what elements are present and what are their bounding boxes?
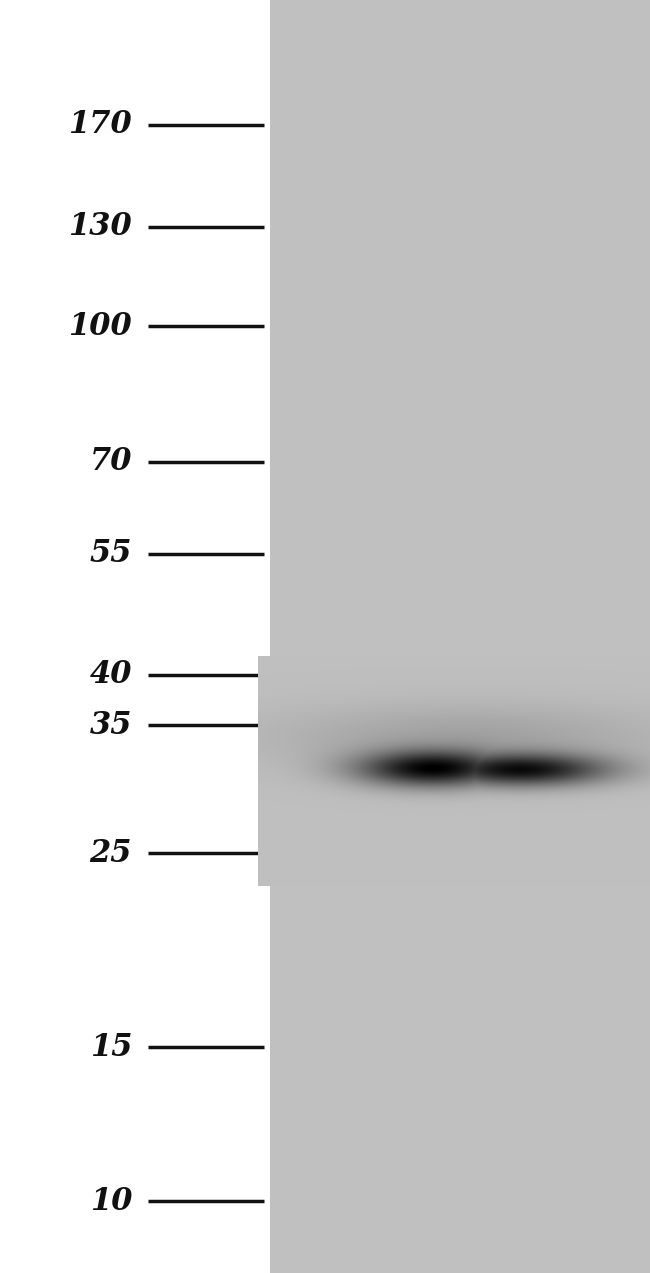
Text: 100: 100: [68, 311, 132, 342]
Text: 15: 15: [90, 1031, 132, 1063]
Text: 10: 10: [90, 1185, 132, 1217]
Text: 40: 40: [90, 659, 132, 690]
Text: 25: 25: [90, 838, 132, 868]
Text: 35: 35: [90, 710, 132, 741]
Text: 130: 130: [68, 211, 132, 242]
Bar: [0, 0, 270, 1273]
Text: 170: 170: [68, 109, 132, 140]
Text: 55: 55: [90, 538, 132, 569]
Text: 70: 70: [90, 447, 132, 477]
Bar: [270, 0, 650, 1273]
